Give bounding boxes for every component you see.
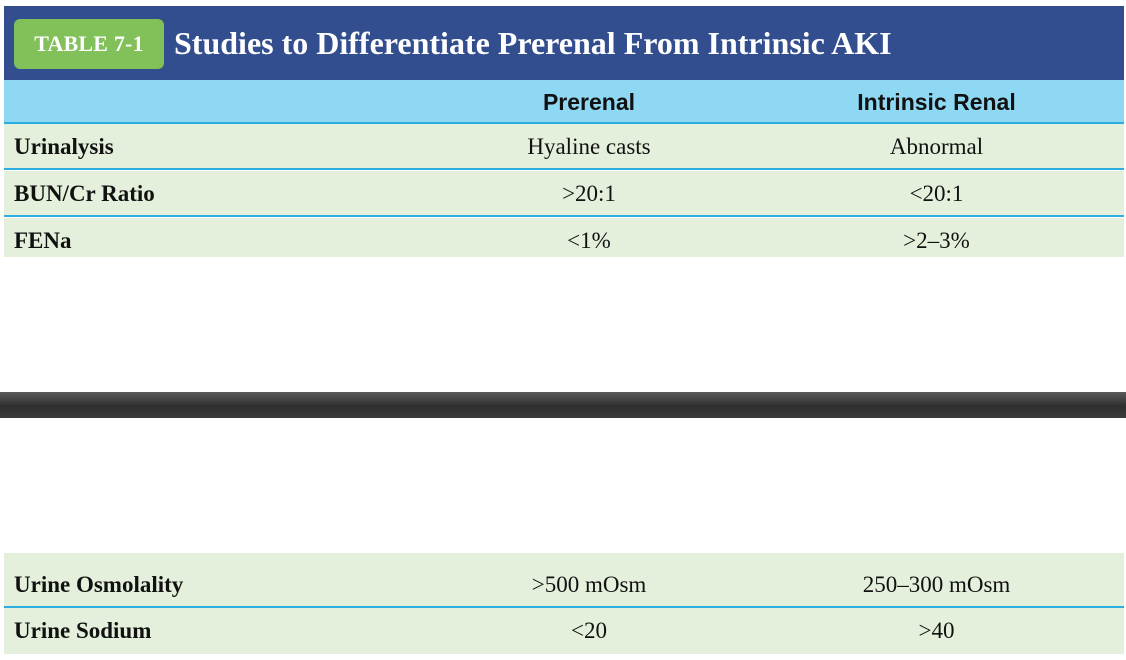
prerenal-value: <1%: [567, 228, 611, 253]
prerenal-value: <20: [571, 618, 607, 643]
table-header: TABLE 7-1 Studies to Differentiate Prere…: [4, 6, 1124, 80]
column-header-intrinsic: Intrinsic Renal: [857, 89, 1016, 115]
row-label: Urine Osmolality: [14, 572, 184, 597]
table-row: FENa <1% >2–3%: [4, 218, 1124, 257]
table-title: Studies to Differentiate Prerenal From I…: [174, 24, 892, 61]
table-number-badge: TABLE 7-1: [14, 19, 164, 69]
intrinsic-value: <20:1: [909, 181, 964, 206]
intrinsic-value: 250–300 mOsm: [862, 572, 1011, 597]
prerenal-value: >20:1: [562, 181, 616, 206]
column-header-row: Prerenal Intrinsic Renal: [4, 80, 1124, 124]
page-divider: [0, 392, 1126, 418]
table-row: BUN/Cr Ratio >20:1 <20:1: [4, 171, 1124, 217]
intrinsic-value: >40: [918, 618, 955, 643]
column-header-prerenal: Prerenal: [542, 89, 636, 115]
prerenal-value: >500 mOsm: [531, 572, 647, 597]
prerenal-value: Hyaline casts: [527, 134, 651, 159]
table-row: Urine Sodium <20 >40: [4, 608, 1124, 654]
row-label: BUN/Cr Ratio: [14, 181, 155, 206]
row-label: Urine Sodium: [14, 618, 152, 643]
row-label: Urinalysis: [14, 134, 114, 159]
table-row: Urine Osmolality >500 mOsm 250–300 mOsm: [4, 562, 1124, 608]
row-label: FENa: [14, 228, 72, 253]
intrinsic-value: Abnormal: [889, 134, 984, 159]
table-row: Urinalysis Hyaline casts Abnormal: [4, 124, 1124, 170]
intrinsic-value: >2–3%: [903, 228, 970, 253]
